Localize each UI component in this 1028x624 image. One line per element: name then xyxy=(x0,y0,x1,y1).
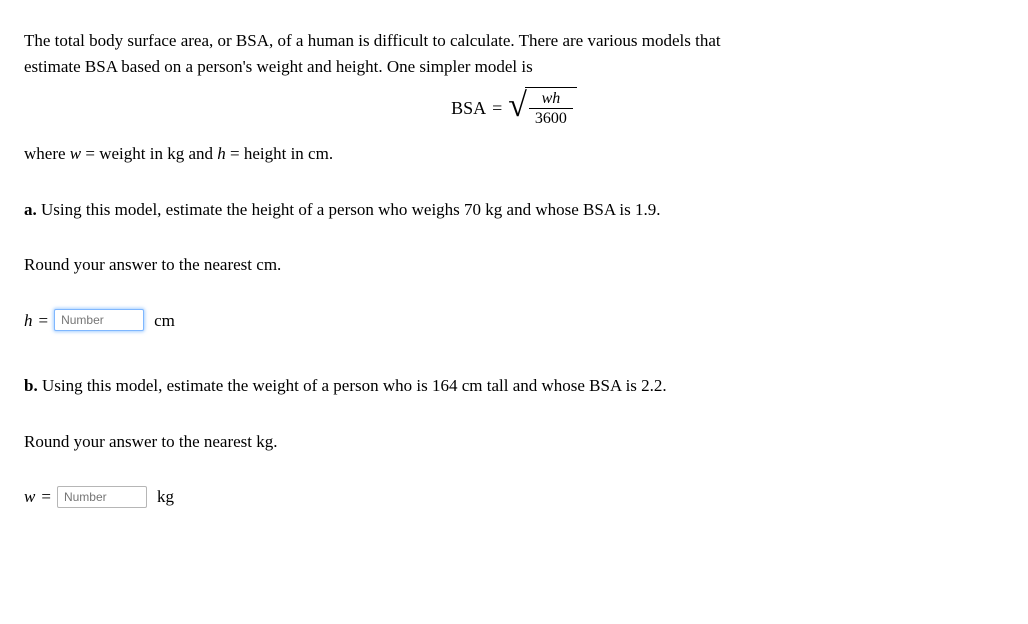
part-b-prompt: b. Using this model, estimate the weight… xyxy=(24,373,1004,399)
weight-input[interactable] xyxy=(57,486,147,508)
part-b-answer: w = kg xyxy=(24,484,1004,510)
where-prefix: where xyxy=(24,144,70,163)
part-a-label: a. xyxy=(24,200,37,219)
formula-fraction: wh 3600 xyxy=(529,90,573,129)
where-w-text: = weight in kg and xyxy=(81,144,217,163)
intro-line1: The total body surface area, or BSA, of … xyxy=(24,31,721,50)
sqrt-icon: √ wh 3600 xyxy=(508,87,577,129)
formula-lhs: BSA xyxy=(451,95,486,122)
part-b-label: b. xyxy=(24,376,38,395)
intro-text: The total body surface area, or BSA, of … xyxy=(24,28,1004,79)
part-a-text: Using this model, estimate the height of… xyxy=(37,200,661,219)
formula-eq: = xyxy=(492,95,502,122)
where-h-text: = height in cm. xyxy=(226,144,333,163)
intro-line2: estimate BSA based on a person's weight … xyxy=(24,57,533,76)
part-a-unit: cm xyxy=(154,308,175,334)
part-a-prompt: a. Using this model, estimate the height… xyxy=(24,197,1004,223)
part-a-round: Round your answer to the nearest cm. xyxy=(24,252,1004,278)
where-w-var: w xyxy=(70,144,81,163)
where-h-var: h xyxy=(217,144,226,163)
part-b-eq: = xyxy=(41,484,51,510)
where-clause: where w = weight in kg and h = height in… xyxy=(24,141,1004,167)
part-b-unit: kg xyxy=(157,484,174,510)
formula-denominator: 3600 xyxy=(529,109,573,129)
part-b-text: Using this model, estimate the weight of… xyxy=(38,376,667,395)
part-b-round: Round your answer to the nearest kg. xyxy=(24,429,1004,455)
formula-numerator: wh xyxy=(529,90,573,109)
part-a-answer: h = cm xyxy=(24,308,1004,334)
part-a-eq: = xyxy=(39,308,49,334)
formula: BSA = √ wh 3600 xyxy=(24,87,1004,129)
part-a-var: h xyxy=(24,308,33,334)
height-input[interactable] xyxy=(54,309,144,331)
part-b-var: w xyxy=(24,484,35,510)
